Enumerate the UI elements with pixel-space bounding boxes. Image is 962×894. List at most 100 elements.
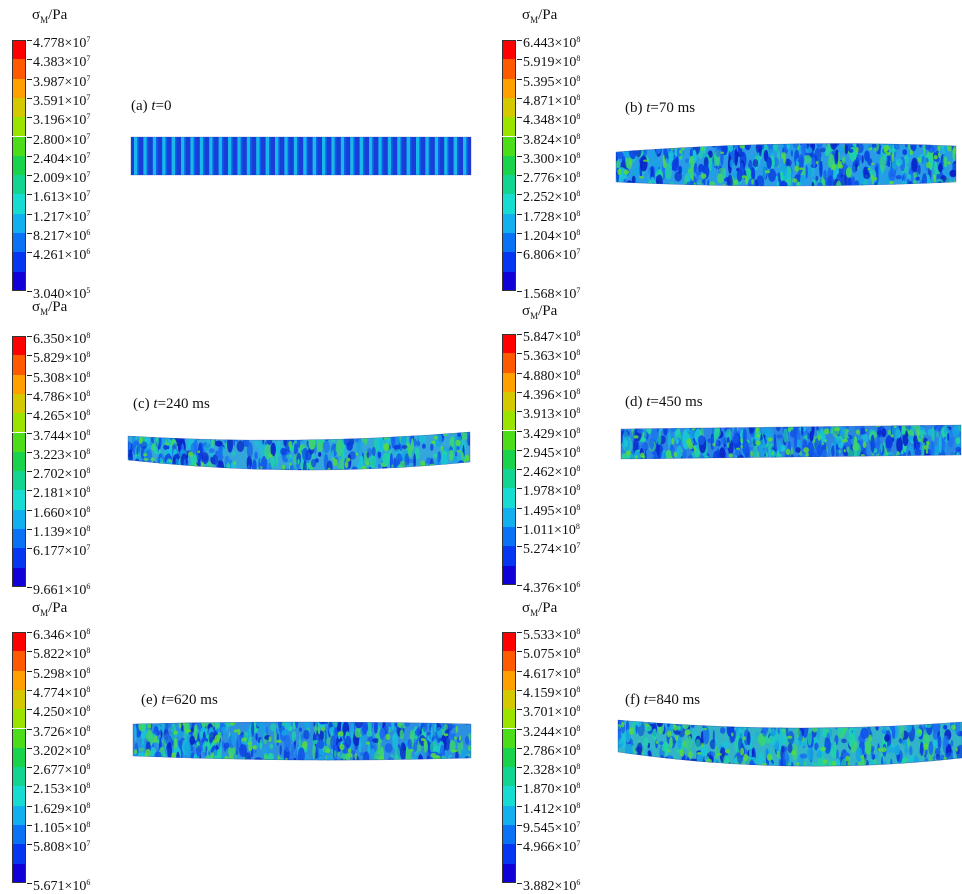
- legend-tick-label: 4.966×107: [523, 837, 580, 855]
- legend-tick-label: 3.196×107: [33, 110, 90, 128]
- legend-tick: [517, 98, 522, 99]
- beam-contour: [128, 430, 470, 480]
- legend-tick-label: 5.075×108: [523, 644, 580, 662]
- legend-tick-label: 6.806×107: [523, 245, 580, 263]
- legend-swatch: [12, 272, 26, 291]
- beam-contour: [621, 425, 961, 469]
- legend-swatch: [502, 98, 516, 117]
- legend-swatch: [12, 806, 26, 825]
- legend-swatch: [502, 546, 516, 565]
- legend-swatch: [502, 272, 516, 291]
- legend-tick-label: 5.298×108: [33, 664, 90, 682]
- legend-tick-label: 5.808×107: [33, 837, 90, 855]
- legend-tick-label: 2.800×107: [33, 130, 90, 148]
- legend-swatch: [12, 529, 26, 548]
- panel-caption: (b) t=70 ms: [625, 100, 695, 117]
- legend-tick-label: 1.978×108: [523, 481, 580, 499]
- legend-tick-label: 5.822×108: [33, 644, 90, 662]
- legend-tick: [27, 471, 32, 472]
- legend-tick: [517, 450, 522, 451]
- legend-swatch: [502, 690, 516, 709]
- legend-swatch: [12, 510, 26, 529]
- legend-tick: [517, 117, 522, 118]
- legend-title: σM/Pa: [32, 7, 67, 25]
- legend-swatch: [502, 450, 516, 469]
- legend-tick: [517, 632, 522, 633]
- legend-swatch: [12, 490, 26, 509]
- legend-tick: [27, 233, 32, 234]
- legend-tick-label: 3.913×108: [523, 404, 580, 422]
- legend-swatch: [502, 392, 516, 411]
- legend-tick-label: 1.495×108: [523, 501, 580, 519]
- legend-swatch: [12, 137, 26, 156]
- legend-title: σM/Pa: [522, 600, 557, 618]
- legend-tick: [517, 488, 522, 489]
- legend-tick-label: 4.250×108: [33, 702, 90, 720]
- legend-tick: [517, 844, 522, 845]
- legend-tick: [517, 469, 522, 470]
- legend-tick-label: 3.429×108: [523, 424, 580, 442]
- legend-tick-label: 3.202×108: [33, 741, 90, 759]
- legend-tick: [517, 175, 522, 176]
- legend-swatch: [502, 431, 516, 450]
- legend-tick: [517, 137, 522, 138]
- legend-swatch: [502, 767, 516, 786]
- legend-tick-label: 2.252×108: [523, 187, 580, 205]
- legend-tick-label: 6.346×108: [33, 625, 90, 643]
- legend-swatch: [12, 252, 26, 271]
- legend-tick-label: 5.533×108: [523, 625, 580, 643]
- legend-tick: [517, 748, 522, 749]
- legend-tick-label: 5.395×108: [523, 72, 580, 90]
- legend-swatch: [502, 175, 516, 194]
- legend-swatch: [12, 175, 26, 194]
- legend-tick: [27, 806, 32, 807]
- legend-tick-label: 2.702×108: [33, 464, 90, 482]
- legend-swatch: [12, 40, 26, 59]
- legend-tick: [27, 137, 32, 138]
- legend-tick: [27, 490, 32, 491]
- legend-tick-label: 1.139×108: [33, 522, 90, 540]
- legend-swatch: [502, 651, 516, 670]
- legend-swatch: [502, 79, 516, 98]
- legend-swatch: [12, 844, 26, 863]
- legend-swatch: [502, 671, 516, 690]
- legend-tick: [517, 508, 522, 509]
- legend-tick: [27, 194, 32, 195]
- legend-tick: [517, 214, 522, 215]
- legend-tick: [27, 413, 32, 414]
- legend-tick: [517, 156, 522, 157]
- legend-tick-label: 5.847×108: [523, 327, 580, 345]
- legend-tick: [517, 671, 522, 672]
- panel-caption: (f) t=840 ms: [625, 692, 700, 709]
- legend-tick-label: 2.786×108: [523, 741, 580, 759]
- beam-contour: [133, 720, 471, 766]
- legend-swatch: [502, 786, 516, 805]
- legend-swatch: [502, 117, 516, 136]
- legend-tick: [27, 375, 32, 376]
- legend-tick: [27, 252, 32, 253]
- legend-tick: [517, 252, 522, 253]
- legend-swatch: [502, 508, 516, 527]
- legend-tick-label: 4.617×108: [523, 664, 580, 682]
- legend-tick-label: 8.217×106: [33, 226, 90, 244]
- legend-swatch: [12, 59, 26, 78]
- legend-tick: [27, 690, 32, 691]
- legend-tick-label: 3.726×108: [33, 722, 90, 740]
- legend-tick-label: 1.011×108: [523, 520, 580, 538]
- legend-title: σM/Pa: [32, 299, 67, 317]
- legend-tick: [27, 117, 32, 118]
- legend-swatch: [502, 709, 516, 728]
- beam-contour: [618, 718, 962, 774]
- legend-tick: [27, 709, 32, 710]
- legend-tick: [27, 98, 32, 99]
- legend-tick-label: 2.945×108: [523, 443, 580, 461]
- legend-tick-label: 5.363×108: [523, 346, 580, 364]
- legend-swatch: [502, 214, 516, 233]
- legend-title: σM/Pa: [32, 600, 67, 618]
- legend-tick-label: 4.778×107: [33, 33, 90, 51]
- legend-tick-label: 2.462×108: [523, 462, 580, 480]
- legend-tick-label: 1.629×108: [33, 799, 90, 817]
- legend-tick: [517, 825, 522, 826]
- legend-tick-label: 2.776×108: [523, 168, 580, 186]
